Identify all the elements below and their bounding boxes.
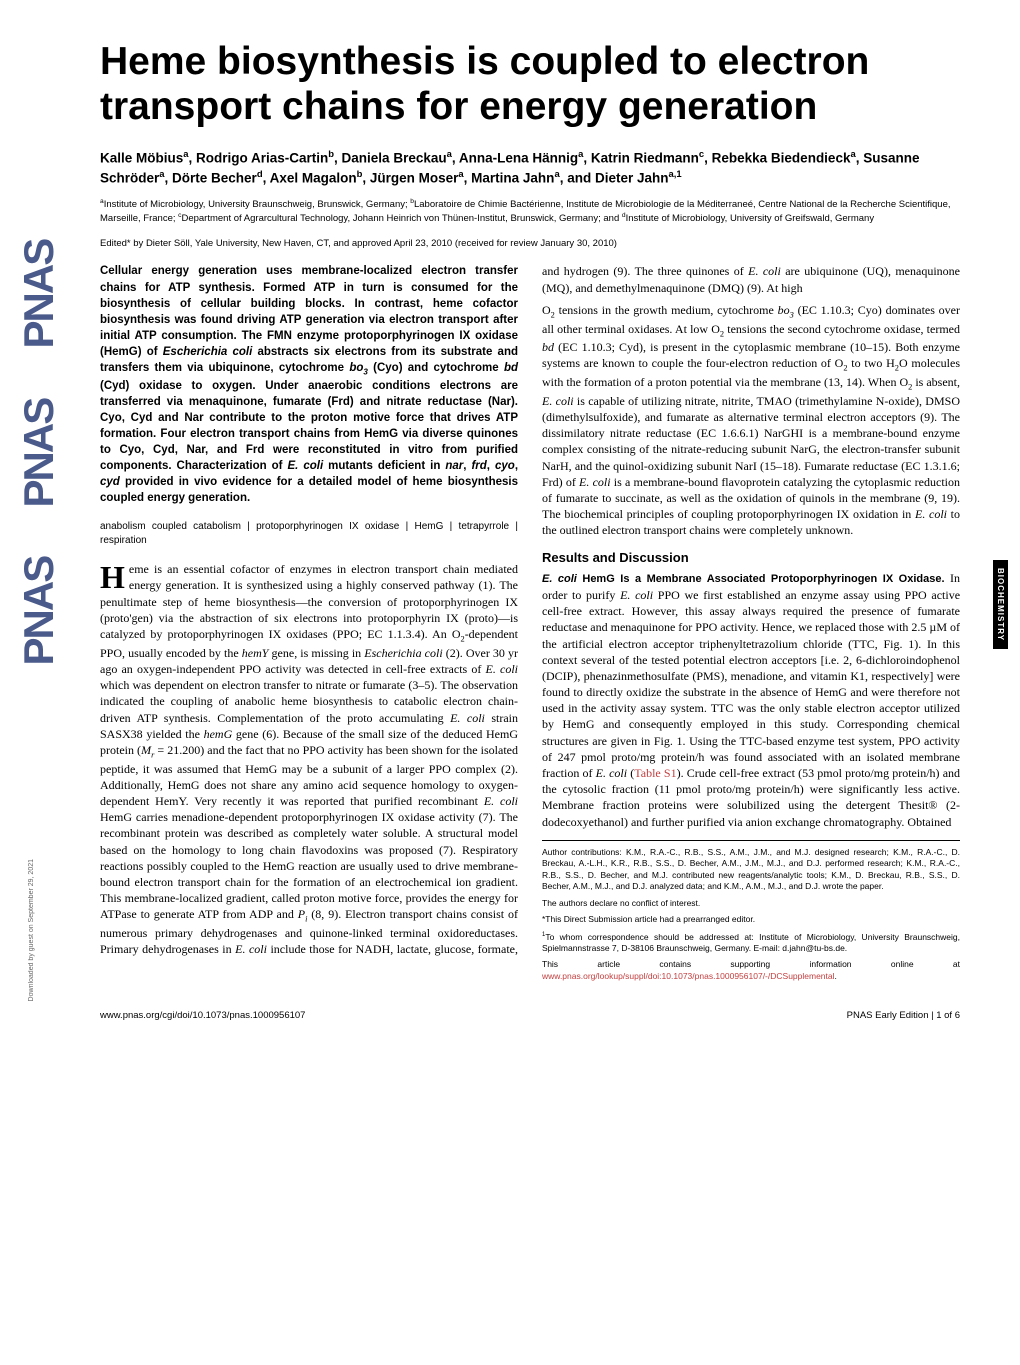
- abstract: Cellular energy generation uses membrane…: [100, 263, 518, 506]
- pnas-logo-3: PNAS: [15, 240, 62, 349]
- footnote-editor: *This Direct Submission article had a pr…: [542, 914, 960, 925]
- subsection-1: E. coli HemG Is a Membrane Associated Pr…: [542, 570, 960, 830]
- pnas-logo-2: PNAS: [15, 398, 62, 507]
- footer-doi: www.pnas.org/cgi/doi/10.1073/pnas.100095…: [100, 1010, 305, 1021]
- pnas-logo-1: PNAS: [15, 557, 62, 666]
- pnas-logo-sidebar: PNAS PNAS PNAS: [15, 200, 63, 665]
- edited-by-line: Edited* by Dieter Söll, Yale University,…: [100, 238, 960, 249]
- keywords: anabolism coupled catabolism | protoporp…: [100, 520, 518, 547]
- results-heading: Results and Discussion: [542, 549, 960, 567]
- footnotes-block: Author contributions: K.M., R.A.-C., R.B…: [542, 840, 960, 983]
- dropcap: H: [100, 563, 125, 592]
- footer-page-info: PNAS Early Edition | 1 of 6: [847, 1010, 960, 1021]
- page-footer: www.pnas.org/cgi/doi/10.1073/pnas.100095…: [100, 1002, 960, 1021]
- subsection-1-body: In order to purify E. coli PPO we first …: [542, 571, 960, 828]
- authors-list: Kalle Möbiusa, Rodrigo Arias-Cartinb, Da…: [100, 148, 960, 189]
- article-body-columns: Cellular energy generation uses membrane…: [100, 263, 960, 982]
- results-section: E. coli HemG Is a Membrane Associated Pr…: [542, 570, 960, 830]
- footnote-supporting: This article contains supporting informa…: [542, 959, 960, 982]
- footnote-correspondence: 1To whom correspondence should be addres…: [542, 931, 960, 955]
- article-title: Heme biosynthesis is coupled to electron…: [100, 40, 960, 130]
- download-note: Downloaded by guest on September 29, 202…: [28, 859, 35, 1001]
- affiliations: aInstitute of Microbiology, University B…: [100, 198, 960, 226]
- intro-paragraph-2: O2 tensions in the growth medium, cytoch…: [542, 302, 960, 539]
- category-tab: BIOCHEMISTRY: [993, 560, 1008, 649]
- subsection-1-title: E. coli HemG Is a Membrane Associated Pr…: [542, 573, 945, 585]
- footnote-contributions: Author contributions: K.M., R.A.-C., R.B…: [542, 847, 960, 893]
- footnote-conflict: The authors declare no conflict of inter…: [542, 898, 960, 909]
